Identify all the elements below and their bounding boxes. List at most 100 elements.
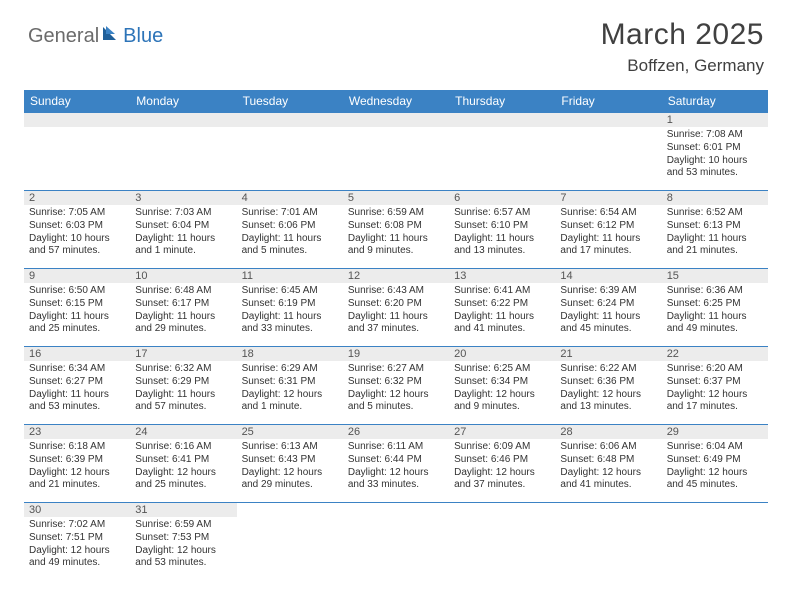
sunset-text: Sunset: 6:19 PM: [242, 298, 338, 311]
sunset-text: Sunset: 6:48 PM: [560, 454, 656, 467]
calendar-cell: 23Sunrise: 6:18 AMSunset: 6:39 PMDayligh…: [24, 425, 130, 503]
calendar-cell: [237, 113, 343, 191]
day-number: 30: [24, 503, 130, 517]
calendar-week-row: 9Sunrise: 6:50 AMSunset: 6:15 PMDaylight…: [24, 269, 768, 347]
day-number: 28: [555, 425, 661, 439]
day-body: Sunrise: 6:04 AMSunset: 6:49 PMDaylight:…: [662, 439, 768, 495]
day-number: 11: [237, 269, 343, 283]
sunset-text: Sunset: 6:20 PM: [348, 298, 444, 311]
day-body: Sunrise: 6:59 AMSunset: 6:08 PMDaylight:…: [343, 205, 449, 261]
day-body: Sunrise: 6:11 AMSunset: 6:44 PMDaylight:…: [343, 439, 449, 495]
daynum-bar-empty: [24, 113, 130, 127]
day-body: Sunrise: 6:54 AMSunset: 6:12 PMDaylight:…: [555, 205, 661, 261]
sunrise-text: Sunrise: 6:59 AM: [135, 519, 231, 532]
sunset-text: Sunset: 6:34 PM: [454, 376, 550, 389]
calendar-cell: 25Sunrise: 6:13 AMSunset: 6:43 PMDayligh…: [237, 425, 343, 503]
calendar-cell: 5Sunrise: 6:59 AMSunset: 6:08 PMDaylight…: [343, 191, 449, 269]
sunrise-text: Sunrise: 6:29 AM: [242, 363, 338, 376]
calendar-cell: 20Sunrise: 6:25 AMSunset: 6:34 PMDayligh…: [449, 347, 555, 425]
calendar-cell: [555, 503, 661, 581]
sunset-text: Sunset: 6:04 PM: [135, 220, 231, 233]
daylight-text: Daylight: 12 hours and 29 minutes.: [242, 467, 338, 493]
day-body: Sunrise: 6:34 AMSunset: 6:27 PMDaylight:…: [24, 361, 130, 417]
sunset-text: Sunset: 6:29 PM: [135, 376, 231, 389]
brand-part1: General: [28, 25, 99, 48]
header: General Blue March 2025 Boffzen, Germany: [0, 0, 792, 84]
day-body: Sunrise: 6:27 AMSunset: 6:32 PMDaylight:…: [343, 361, 449, 417]
weekday-header: Wednesday: [343, 90, 449, 113]
day-number: 13: [449, 269, 555, 283]
calendar-cell: 8Sunrise: 6:52 AMSunset: 6:13 PMDaylight…: [662, 191, 768, 269]
calendar-cell: 11Sunrise: 6:45 AMSunset: 6:19 PMDayligh…: [237, 269, 343, 347]
daynum-bar-empty: [130, 113, 236, 127]
day-number: 9: [24, 269, 130, 283]
day-body: Sunrise: 6:25 AMSunset: 6:34 PMDaylight:…: [449, 361, 555, 417]
sunrise-text: Sunrise: 6:16 AM: [135, 441, 231, 454]
sunset-text: Sunset: 6:46 PM: [454, 454, 550, 467]
calendar-cell: 19Sunrise: 6:27 AMSunset: 6:32 PMDayligh…: [343, 347, 449, 425]
daylight-text: Daylight: 10 hours and 57 minutes.: [29, 233, 125, 259]
sunrise-text: Sunrise: 6:11 AM: [348, 441, 444, 454]
sunset-text: Sunset: 6:22 PM: [454, 298, 550, 311]
day-number: 1: [662, 113, 768, 127]
calendar-cell: 27Sunrise: 6:09 AMSunset: 6:46 PMDayligh…: [449, 425, 555, 503]
sunrise-text: Sunrise: 6:09 AM: [454, 441, 550, 454]
sunrise-text: Sunrise: 6:06 AM: [560, 441, 656, 454]
sunset-text: Sunset: 6:49 PM: [667, 454, 763, 467]
sunset-text: Sunset: 6:03 PM: [29, 220, 125, 233]
calendar-cell: 3Sunrise: 7:03 AMSunset: 6:04 PMDaylight…: [130, 191, 236, 269]
calendar-week-row: 1Sunrise: 7:08 AMSunset: 6:01 PMDaylight…: [24, 113, 768, 191]
day-number: 31: [130, 503, 236, 517]
sunrise-text: Sunrise: 6:04 AM: [667, 441, 763, 454]
daylight-text: Daylight: 12 hours and 37 minutes.: [454, 467, 550, 493]
daylight-text: Daylight: 12 hours and 5 minutes.: [348, 389, 444, 415]
daylight-text: Daylight: 11 hours and 57 minutes.: [135, 389, 231, 415]
calendar-week-row: 30Sunrise: 7:02 AMSunset: 7:51 PMDayligh…: [24, 503, 768, 581]
sunset-text: Sunset: 6:06 PM: [242, 220, 338, 233]
calendar-cell: 30Sunrise: 7:02 AMSunset: 7:51 PMDayligh…: [24, 503, 130, 581]
day-body: Sunrise: 6:52 AMSunset: 6:13 PMDaylight:…: [662, 205, 768, 261]
sunrise-text: Sunrise: 6:36 AM: [667, 285, 763, 298]
sunrise-text: Sunrise: 6:25 AM: [454, 363, 550, 376]
day-body: Sunrise: 6:45 AMSunset: 6:19 PMDaylight:…: [237, 283, 343, 339]
day-number: 6: [449, 191, 555, 205]
day-number: 22: [662, 347, 768, 361]
daylight-text: Daylight: 12 hours and 21 minutes.: [29, 467, 125, 493]
sunset-text: Sunset: 6:43 PM: [242, 454, 338, 467]
weekday-header: Saturday: [662, 90, 768, 113]
sunrise-text: Sunrise: 6:59 AM: [348, 207, 444, 220]
calendar-cell: 28Sunrise: 6:06 AMSunset: 6:48 PMDayligh…: [555, 425, 661, 503]
day-number: 7: [555, 191, 661, 205]
sunrise-text: Sunrise: 6:39 AM: [560, 285, 656, 298]
daylight-text: Daylight: 12 hours and 13 minutes.: [560, 389, 656, 415]
calendar-cell: 2Sunrise: 7:05 AMSunset: 6:03 PMDaylight…: [24, 191, 130, 269]
daylight-text: Daylight: 12 hours and 9 minutes.: [454, 389, 550, 415]
sunset-text: Sunset: 6:31 PM: [242, 376, 338, 389]
sunset-text: Sunset: 6:44 PM: [348, 454, 444, 467]
calendar-cell: 12Sunrise: 6:43 AMSunset: 6:20 PMDayligh…: [343, 269, 449, 347]
calendar-cell: 31Sunrise: 6:59 AMSunset: 7:53 PMDayligh…: [130, 503, 236, 581]
day-body: Sunrise: 7:01 AMSunset: 6:06 PMDaylight:…: [237, 205, 343, 261]
calendar-cell: [449, 113, 555, 191]
sunrise-text: Sunrise: 6:18 AM: [29, 441, 125, 454]
day-number: 2: [24, 191, 130, 205]
day-number: 12: [343, 269, 449, 283]
day-body: Sunrise: 6:41 AMSunset: 6:22 PMDaylight:…: [449, 283, 555, 339]
day-body: Sunrise: 6:20 AMSunset: 6:37 PMDaylight:…: [662, 361, 768, 417]
daylight-text: Daylight: 11 hours and 45 minutes.: [560, 311, 656, 337]
daylight-text: Daylight: 11 hours and 37 minutes.: [348, 311, 444, 337]
title-block: March 2025 Boffzen, Germany: [601, 18, 764, 76]
day-number: 8: [662, 191, 768, 205]
day-body: Sunrise: 6:22 AMSunset: 6:36 PMDaylight:…: [555, 361, 661, 417]
daynum-bar-empty: [449, 113, 555, 127]
day-body: Sunrise: 6:06 AMSunset: 6:48 PMDaylight:…: [555, 439, 661, 495]
calendar-cell: 6Sunrise: 6:57 AMSunset: 6:10 PMDaylight…: [449, 191, 555, 269]
daylight-text: Daylight: 11 hours and 49 minutes.: [667, 311, 763, 337]
day-number: 21: [555, 347, 661, 361]
calendar-cell: 29Sunrise: 6:04 AMSunset: 6:49 PMDayligh…: [662, 425, 768, 503]
day-body: Sunrise: 6:32 AMSunset: 6:29 PMDaylight:…: [130, 361, 236, 417]
day-body: Sunrise: 6:57 AMSunset: 6:10 PMDaylight:…: [449, 205, 555, 261]
sunrise-text: Sunrise: 6:52 AM: [667, 207, 763, 220]
day-body: Sunrise: 7:02 AMSunset: 7:51 PMDaylight:…: [24, 517, 130, 573]
sunset-text: Sunset: 6:39 PM: [29, 454, 125, 467]
